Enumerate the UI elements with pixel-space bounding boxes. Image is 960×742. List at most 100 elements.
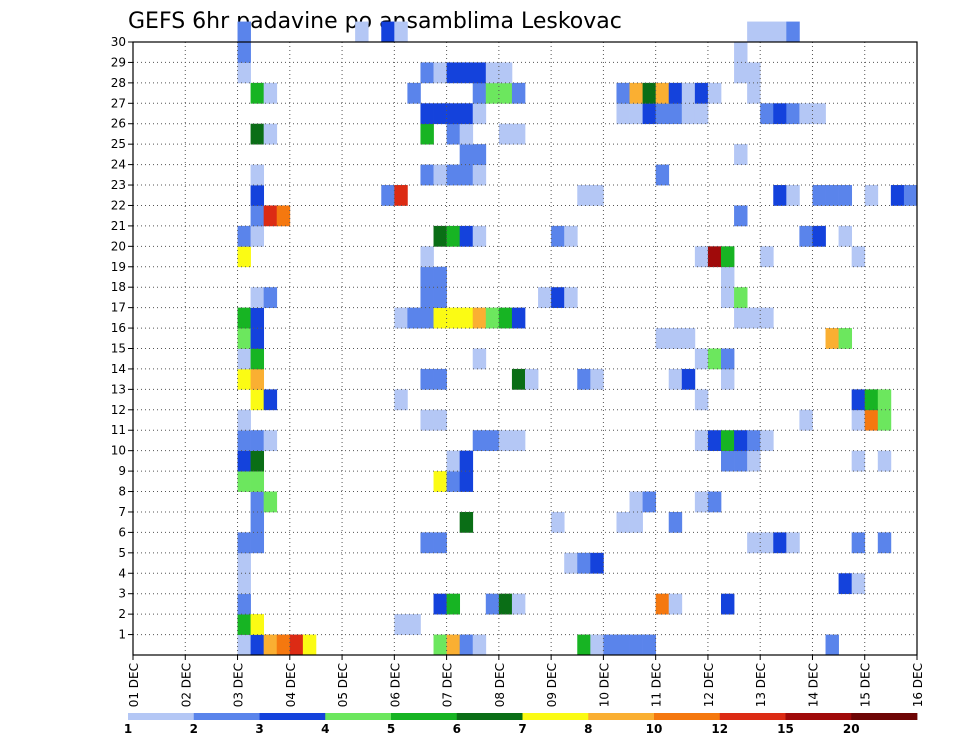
- y-tick-label: 26: [111, 117, 126, 131]
- heatmap-cell: [250, 225, 265, 247]
- heatmap-cell: [446, 450, 461, 472]
- heatmap-cell: [420, 307, 434, 329]
- x-tick-label: 01 DEC: [127, 663, 141, 707]
- heatmap-cell: [446, 307, 461, 329]
- heatmap-cell: [394, 307, 408, 329]
- y-tick-label: 9: [118, 464, 126, 478]
- heatmap-cell: [237, 573, 251, 595]
- y-tick-label: 8: [118, 485, 126, 499]
- heatmap-cell: [747, 430, 761, 452]
- heatmap-cell: [903, 185, 918, 206]
- y-tick-label: 21: [111, 219, 126, 233]
- heatmap-cell: [642, 82, 657, 104]
- heatmap-cell: [694, 430, 709, 452]
- heatmap-cell: [394, 185, 408, 206]
- heatmap-cell: [799, 103, 813, 125]
- y-tick-label: 22: [111, 198, 126, 212]
- heatmap-cell: [433, 266, 447, 288]
- y-tick-label: 15: [111, 342, 126, 356]
- y-axis-ticks: 1234567891011121314151617181920212223242…: [111, 35, 133, 642]
- heatmap-cell: [433, 532, 447, 554]
- heatmap-cell: [616, 634, 630, 656]
- heatmap-cell: [590, 368, 604, 390]
- heatmap-cell: [812, 225, 826, 247]
- heatmap-cell: [263, 287, 278, 308]
- colorbar-label: 10: [646, 722, 663, 736]
- heatmap-cell: [250, 634, 265, 656]
- heatmap-cell: [616, 511, 630, 533]
- heatmap-cell: [577, 185, 591, 206]
- heatmap-cell: [786, 185, 800, 206]
- heatmap-cell: [250, 450, 265, 472]
- colorbar-label: 7: [518, 722, 526, 736]
- heatmap-cell: [459, 450, 474, 472]
- heatmap-cell: [446, 103, 461, 125]
- heatmap-cell: [420, 164, 434, 186]
- heatmap-cell: [394, 21, 408, 43]
- heatmap-cell: [433, 307, 447, 329]
- colorbar-swatch: [719, 713, 786, 720]
- heatmap-cell: [459, 634, 474, 656]
- heatmap-cell: [472, 103, 487, 125]
- heatmap-cell: [721, 266, 735, 288]
- heatmap-cell: [263, 430, 278, 452]
- heatmap-cell: [760, 430, 774, 452]
- heatmap-cell: [734, 144, 748, 165]
- heatmap-cell: [747, 82, 761, 104]
- heatmap-cell: [433, 634, 447, 656]
- heatmap-cell: [629, 82, 643, 104]
- heatmap-cell: [642, 491, 657, 513]
- heatmap-cell: [420, 103, 434, 125]
- heatmap-cell: [694, 82, 709, 104]
- heatmap-cell: [420, 62, 434, 84]
- heatmap-cell: [407, 307, 421, 329]
- heatmap-cell: [577, 552, 591, 574]
- colorbar: 1 2 3 4 5 6 7 8 10 12 15 20: [124, 713, 918, 736]
- heatmap-cell: [250, 82, 265, 104]
- heatmap-cell: [394, 614, 408, 635]
- heatmap-cell: [472, 348, 487, 370]
- heatmap-cell: [655, 103, 670, 125]
- colorbar-label: 2: [190, 722, 198, 736]
- heatmap-cell: [864, 185, 879, 206]
- y-tick-label: 6: [118, 525, 126, 539]
- heatmap-cell: [472, 62, 487, 84]
- heatmap-cell: [420, 246, 434, 268]
- heatmap-cell: [459, 471, 474, 492]
- y-tick-label: 1: [118, 628, 126, 642]
- colorbar-label: 8: [584, 722, 592, 736]
- heatmap-cell: [237, 552, 251, 574]
- heatmap-cell: [250, 532, 265, 554]
- heatmap-cell: [237, 409, 251, 431]
- heatmap-cell: [446, 164, 461, 186]
- y-tick-label: 30: [111, 35, 126, 49]
- heatmap-cell: [446, 593, 461, 615]
- y-tick-label: 12: [111, 403, 126, 417]
- colorbar-label: 5: [387, 722, 395, 736]
- x-tick-label: 13 DEC: [754, 663, 768, 707]
- colorbar-swatch: [588, 713, 655, 720]
- heatmap-cell: [472, 307, 487, 329]
- heatmap-cell: [250, 328, 265, 349]
- heatmap-cell: [707, 246, 722, 268]
- y-tick-label: 3: [118, 587, 126, 601]
- y-tick-label: 29: [111, 55, 126, 69]
- heatmap-cell: [681, 368, 696, 390]
- y-tick-label: 20: [111, 239, 126, 253]
- heatmap-cell: [263, 491, 278, 513]
- heatmap-cell: [250, 471, 265, 492]
- heatmap-cell: [250, 287, 265, 308]
- heatmap-cells: [237, 21, 918, 656]
- heatmap-cell: [551, 511, 565, 533]
- x-tick-label: 15 DEC: [859, 663, 873, 707]
- heatmap-cell: [355, 21, 369, 43]
- heatmap-cell: [485, 430, 500, 452]
- heatmap-cell: [668, 368, 683, 390]
- heatmap-cell: [851, 532, 866, 554]
- heatmap-cell: [838, 573, 853, 595]
- heatmap-cell: [747, 62, 761, 84]
- heatmap-cell: [838, 225, 853, 247]
- heatmap-cell: [459, 307, 474, 329]
- heatmap-cell: [250, 389, 265, 411]
